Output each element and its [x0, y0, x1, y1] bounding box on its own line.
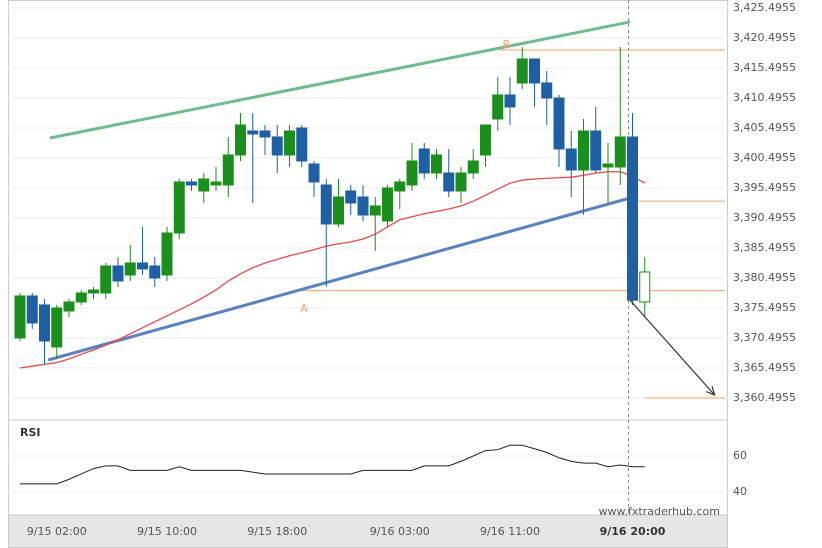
y-tick-label: 3,410.4955 [733, 91, 796, 104]
candle-body [541, 82, 553, 99]
rsi-label: RSI [20, 426, 41, 439]
candle-body [308, 163, 320, 183]
candle-body [198, 178, 210, 192]
candle-body [39, 304, 50, 342]
candle-body [259, 130, 271, 138]
candle-body [565, 148, 577, 171]
candle-body [455, 172, 467, 192]
y-tick-label: 3,375.4955 [733, 301, 796, 314]
y-tick-label: 3,400.4955 [733, 151, 796, 164]
candle-body [100, 265, 112, 294]
x-tick-label: 9/15 02:00 [27, 525, 87, 538]
candle-body [394, 181, 406, 192]
x-axis-band [8, 515, 728, 548]
y-tick-label: 3,385.4955 [733, 241, 796, 254]
candle-body [51, 307, 63, 348]
y-tick-label: 3,395.4955 [733, 181, 796, 194]
y-tick-label: 40 [733, 485, 747, 498]
y-tick-label: 3,420.4955 [733, 31, 796, 44]
y-tick-label: 3,405.4955 [733, 121, 796, 134]
candle-body [590, 130, 602, 171]
candle-body [186, 181, 197, 186]
y-tick-label: 3,390.4955 [733, 211, 796, 224]
candle-body [369, 205, 381, 216]
watermark: www.fxtraderhub.com [599, 505, 720, 518]
candle-body [320, 184, 332, 225]
candle-body [418, 148, 430, 174]
y-tick-label: 60 [733, 449, 747, 462]
candle-body [235, 124, 246, 156]
candle-body [210, 181, 222, 186]
candle-body [516, 58, 528, 84]
candle-body [271, 136, 283, 156]
candle-body [345, 190, 357, 204]
x-tick-label: 9/16 20:00 [600, 525, 666, 538]
candle-body [333, 196, 344, 225]
candle-body [222, 154, 234, 186]
candle-body [492, 94, 504, 120]
candle-body [639, 271, 651, 303]
candle-body [382, 187, 393, 222]
candle-body [504, 94, 516, 108]
y-tick-label: 3,425.4955 [733, 1, 796, 14]
point-label: B [503, 38, 511, 51]
candle-body [63, 301, 75, 312]
moving-average [19, 171, 646, 369]
candle-body [431, 154, 442, 174]
x-tick-label: 9/16 03:00 [370, 525, 430, 538]
arrow-head [706, 386, 716, 397]
candle-body [137, 262, 148, 270]
x-tick-label: 9/16 11:00 [480, 525, 540, 538]
arrow [629, 299, 716, 396]
candle-body [480, 124, 491, 156]
candle-body [614, 136, 626, 168]
candle-body [529, 58, 540, 84]
y-tick-label: 3,365.4955 [733, 361, 796, 374]
x-tick-label: 9/15 10:00 [137, 525, 197, 538]
candle-body [149, 265, 161, 279]
candle-body [406, 160, 418, 186]
y-tick-label: 3,380.4955 [733, 271, 796, 284]
candle-body [88, 289, 99, 294]
y-tick-label: 3,415.4955 [733, 61, 796, 74]
candle-body [553, 97, 565, 150]
candle-body [627, 136, 638, 301]
candle-body [467, 160, 479, 174]
candle-body [161, 232, 173, 276]
candle-body [296, 127, 308, 162]
candle-body [247, 130, 259, 135]
candle-body [26, 295, 38, 324]
candle-body [14, 295, 26, 339]
y-tick-label: 3,360.4955 [733, 391, 796, 404]
candle-body [443, 172, 455, 192]
candle-body [578, 130, 589, 171]
candle-body [112, 265, 124, 282]
rsi-line [20, 444, 645, 485]
trend-line [49, 20, 631, 140]
candle-body [75, 292, 87, 303]
x-tick-label: 9/15 18:00 [247, 525, 307, 538]
point-label: A [300, 302, 308, 315]
candle-body [602, 163, 614, 168]
candle-body [284, 130, 295, 156]
candle-body [357, 196, 369, 216]
trend-line [47, 196, 631, 362]
y-tick-label: 3,370.4955 [733, 331, 796, 344]
candle-body [124, 262, 136, 276]
candle-body [173, 181, 185, 234]
